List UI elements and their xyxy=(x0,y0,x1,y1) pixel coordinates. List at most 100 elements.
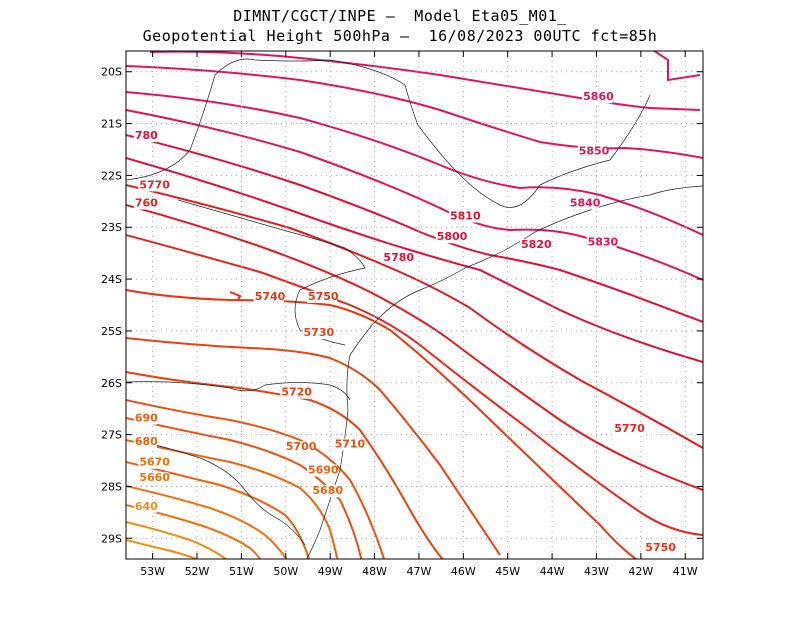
lon-tick-label: 49W xyxy=(318,565,343,578)
plot-frame xyxy=(125,50,704,560)
contour-line xyxy=(126,504,262,559)
contour-label: 5780 xyxy=(383,251,414,264)
lat-tick-label: 21S xyxy=(101,118,122,131)
contour-label-bg xyxy=(568,197,599,210)
contour-label-bg xyxy=(133,435,157,448)
lon-tick-label: 44W xyxy=(540,565,565,578)
lat-tick-label: 23S xyxy=(101,221,122,234)
contour-line xyxy=(126,157,703,363)
contour-line xyxy=(126,337,501,556)
contour-line xyxy=(652,51,701,82)
contour-label: 680 xyxy=(135,435,158,448)
contour-line xyxy=(126,417,363,559)
contour-lines xyxy=(126,51,703,559)
lat-tick-label: 29S xyxy=(101,532,122,545)
contour-label: 5860 xyxy=(583,90,614,103)
contour-label-bg xyxy=(520,238,551,251)
contour-label-bg xyxy=(133,130,157,143)
contour-line xyxy=(126,184,703,449)
contour-label-bg xyxy=(133,500,157,513)
contour-label-bg xyxy=(435,231,466,244)
lon-tick-label: 41W xyxy=(673,565,698,578)
contour-line xyxy=(126,539,200,559)
contour-label-bg xyxy=(582,91,613,104)
graticule xyxy=(126,51,703,559)
contour-line xyxy=(126,399,386,559)
lon-tick-label: 45W xyxy=(495,565,520,578)
lon-tick-label: 53W xyxy=(140,565,165,578)
contour-label-bg xyxy=(382,251,413,264)
contour-label-bg xyxy=(133,197,157,210)
contour-line xyxy=(126,204,703,491)
state-border xyxy=(134,439,306,546)
state-border xyxy=(177,199,366,346)
contour-line xyxy=(126,289,638,559)
contour-line xyxy=(126,91,703,236)
lat-tick-label: 20S xyxy=(101,66,122,79)
contour-line xyxy=(126,521,228,559)
contour-line xyxy=(229,291,242,301)
contour-label: 640 xyxy=(135,500,158,513)
contour-label-bg xyxy=(138,472,169,485)
contour-label-bg xyxy=(586,236,617,249)
contour-line xyxy=(126,65,703,159)
contour-label: 760 xyxy=(135,197,158,210)
contour-label: 5740 xyxy=(255,290,286,303)
lon-tick-label: 47W xyxy=(407,565,432,578)
contour-label: 5830 xyxy=(588,235,619,248)
contour-label: 5800 xyxy=(437,230,468,243)
lon-tick-label: 48W xyxy=(362,565,387,578)
contour-label-bg xyxy=(138,179,169,192)
chart-title-line2: Geopotential Height 500hPa — 16/08/2023 … xyxy=(142,27,658,45)
lon-tick-label: 52W xyxy=(185,565,210,578)
lat-tick-label: 25S xyxy=(101,325,122,338)
contour-line xyxy=(126,439,339,559)
lat-tick-label: 22S xyxy=(101,169,122,182)
contour-line xyxy=(126,461,311,559)
contour-label-bg xyxy=(253,290,284,303)
contour-label-bg xyxy=(306,290,337,303)
lon-tick-label: 51W xyxy=(229,565,254,578)
lat-tick-label: 26S xyxy=(101,377,122,390)
contour-label-bg xyxy=(577,145,608,158)
contour-label-bg xyxy=(284,441,315,454)
state-border xyxy=(126,58,419,181)
contour-label: 5690 xyxy=(308,463,339,476)
contour-label: 5770 xyxy=(614,422,645,435)
contour-label-bg xyxy=(138,456,169,469)
contour-label: 5770 xyxy=(139,178,170,191)
contour-label: 5660 xyxy=(139,471,170,484)
contour-line xyxy=(126,234,703,536)
contour-line xyxy=(126,485,288,559)
contour-label: 5850 xyxy=(579,145,610,158)
contour-label: 5750 xyxy=(645,541,676,554)
contour-line xyxy=(149,51,701,111)
contour-label-bg xyxy=(280,386,311,399)
contour-line xyxy=(126,134,703,323)
lon-tick-label: 42W xyxy=(628,565,653,578)
contour-label: 5710 xyxy=(335,438,366,451)
contour-label: 5670 xyxy=(139,456,170,469)
lon-tick-label: 46W xyxy=(451,565,476,578)
contour-label-bg xyxy=(306,464,337,477)
contour-label-bg xyxy=(311,485,342,498)
contour-label-bg xyxy=(302,327,333,340)
lon-tick-label: 43W xyxy=(584,565,609,578)
lat-tick-label: 24S xyxy=(101,273,122,286)
contour-line xyxy=(126,371,444,559)
contour-label-bg xyxy=(449,210,480,223)
chart-title-line1: DIMNT/CGCT/INPE — Model Eta05_M01_ xyxy=(233,7,567,25)
contour-label: 5680 xyxy=(312,484,343,497)
contour-label-bg xyxy=(133,412,157,425)
contour-label: 5840 xyxy=(570,197,601,210)
contour-label: 5750 xyxy=(308,290,339,303)
state-border xyxy=(417,94,651,208)
contour-line xyxy=(126,109,703,281)
contour-label-bg xyxy=(333,438,364,451)
axis-ticks: 20S 21S 22S 23S 24S 25S 26S 27S 28S 29S 53W 52W 51W 5… xyxy=(101,51,703,578)
lat-tick-label: 28S xyxy=(101,480,122,493)
lon-tick-label: 50W xyxy=(273,565,298,578)
contour-label-bg xyxy=(613,423,644,435)
contour-label: 5810 xyxy=(450,209,481,222)
